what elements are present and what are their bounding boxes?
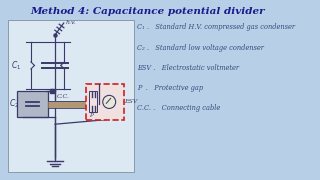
- Text: P  .   Protective gap: P . Protective gap: [137, 84, 203, 92]
- Text: P: P: [89, 113, 93, 118]
- Text: $C_1$: $C_1$: [11, 59, 21, 72]
- Text: C₂ .   Standard low voltage condenser: C₂ . Standard low voltage condenser: [137, 44, 264, 52]
- FancyBboxPatch shape: [8, 20, 134, 172]
- Text: C.C.: C.C.: [56, 94, 69, 99]
- Text: $C_2$: $C_2$: [9, 98, 19, 110]
- Circle shape: [103, 95, 116, 109]
- Text: ESV: ESV: [124, 99, 138, 104]
- FancyBboxPatch shape: [17, 91, 48, 117]
- Text: Method 4: Capacitance potential divider: Method 4: Capacitance potential divider: [30, 7, 265, 16]
- FancyBboxPatch shape: [86, 84, 124, 120]
- Text: h.v.: h.v.: [65, 20, 76, 25]
- Text: C.C. .   Connecting cable: C.C. . Connecting cable: [137, 104, 220, 112]
- Text: ESV .   Electrostatic voltmeter: ESV . Electrostatic voltmeter: [137, 64, 239, 72]
- Text: C₁ .   Standard H.V. compressed gas condenser: C₁ . Standard H.V. compressed gas conden…: [137, 23, 295, 32]
